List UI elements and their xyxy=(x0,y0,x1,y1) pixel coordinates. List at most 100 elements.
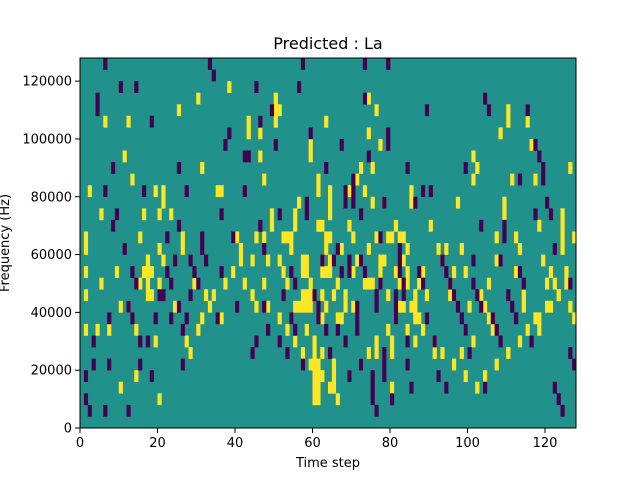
heatmap-cell-low xyxy=(421,277,426,290)
heatmap-cell-high xyxy=(238,243,244,255)
heatmap-cell-high xyxy=(258,127,263,140)
heatmap-cell-high xyxy=(475,381,480,394)
heatmap-cell-high xyxy=(564,266,569,278)
heatmap-cell-high xyxy=(99,208,104,221)
heatmap-cell-high xyxy=(157,208,162,221)
heatmap-cell-low xyxy=(483,381,488,394)
heatmap-cell-high xyxy=(390,381,395,394)
heatmap-cell-low xyxy=(219,266,224,278)
heatmap-cell-high xyxy=(405,277,410,290)
x-tick-label: 100 xyxy=(455,436,480,451)
heatmap-cell-low xyxy=(95,104,100,117)
heatmap-cell-high xyxy=(397,300,402,313)
heatmap-cell-high xyxy=(328,208,333,221)
heatmap-cell-low xyxy=(483,92,488,105)
heatmap-cell-low xyxy=(452,289,457,302)
heatmap-cell-low xyxy=(324,323,329,336)
heatmap-cell-low xyxy=(138,358,143,371)
heatmap-cell-low xyxy=(103,185,108,198)
heatmap-cell-low xyxy=(405,162,410,174)
heatmap-cell-high xyxy=(444,243,449,255)
heatmap-cell-low xyxy=(525,104,530,117)
heatmap-cell-high xyxy=(560,208,565,221)
heatmap-cell-low xyxy=(180,358,185,371)
heatmap-cell-high xyxy=(316,358,321,371)
heatmap-cell-high xyxy=(254,231,259,244)
heatmap-cell-high xyxy=(560,219,565,232)
heatmap-cell-high xyxy=(517,335,523,348)
heatmap-cell-high xyxy=(83,243,89,255)
heatmap-cell-high xyxy=(83,323,89,336)
heatmap-cell-high xyxy=(304,323,309,336)
heatmap-cell-high xyxy=(304,254,309,267)
heatmap-cell-high xyxy=(320,219,325,232)
heatmap-cell-high xyxy=(304,300,309,313)
heatmap-cell-high xyxy=(262,231,267,244)
heatmap-cell-high xyxy=(211,289,216,302)
heatmap-cell-low xyxy=(397,266,402,278)
heatmap-cell-low xyxy=(374,289,379,302)
heatmap-cell-low xyxy=(347,370,352,383)
heatmap-cell-high xyxy=(254,300,259,313)
heatmap-cell-high xyxy=(316,381,321,394)
heatmap-cell-low xyxy=(262,300,267,313)
heatmap-cell-high xyxy=(304,266,309,278)
heatmap-cell-high xyxy=(366,243,371,255)
heatmap-cell-high xyxy=(122,150,127,163)
heatmap-cell-high xyxy=(366,347,371,359)
heatmap-cell-low xyxy=(382,370,387,383)
heatmap-cell-low xyxy=(479,219,484,232)
heatmap-cell-high xyxy=(568,162,573,174)
heatmap-cell-high xyxy=(293,300,298,313)
heatmap-cell-high xyxy=(269,208,275,221)
heatmap-cell-high xyxy=(335,393,340,406)
heatmap-cell-high xyxy=(494,358,499,371)
heatmap-cell-low xyxy=(390,393,395,406)
heatmap-cell-low xyxy=(242,150,247,163)
heatmap-cell-high xyxy=(397,277,402,290)
heatmap-cell-high xyxy=(471,173,476,186)
heatmap-cell-high xyxy=(525,115,530,128)
heatmap-cell-low xyxy=(359,358,364,371)
heatmap-cell-high xyxy=(145,254,151,267)
heatmap-cell-high xyxy=(421,266,426,278)
heatmap-cell-high xyxy=(390,231,395,244)
heatmap-cell-high xyxy=(347,185,352,198)
heatmap-cell-low xyxy=(393,312,399,325)
heatmap-cell-high xyxy=(161,254,166,267)
heatmap-cell-high xyxy=(157,393,162,406)
heatmap-cell-low xyxy=(537,150,542,163)
heatmap-cell-high xyxy=(316,185,321,198)
heatmap-cell-high xyxy=(448,289,453,302)
heatmap-cell-high xyxy=(215,185,220,198)
heatmap-cell-low xyxy=(335,323,340,336)
heatmap-cell-high xyxy=(514,231,519,244)
heatmap-cell-low xyxy=(382,358,387,371)
heatmap-cell-low xyxy=(351,173,356,186)
heatmap-cell-low xyxy=(103,58,108,70)
heatmap-cell-low xyxy=(498,335,503,348)
heatmap-cell-low xyxy=(316,312,321,325)
heatmap-cell-low xyxy=(448,277,453,290)
heatmap-cell-low xyxy=(455,300,461,313)
heatmap-cell-low xyxy=(324,162,329,174)
heatmap-cell-low xyxy=(308,127,313,140)
y-tick-label: 120000 xyxy=(22,75,72,90)
heatmap-cell-high xyxy=(277,254,282,267)
heatmap-cell-low xyxy=(126,404,131,417)
heatmap-cell-high xyxy=(386,289,391,302)
heatmap-cell-high xyxy=(324,300,329,313)
heatmap-cell-low xyxy=(211,69,216,82)
heatmap-cell-low xyxy=(266,323,271,336)
heatmap-cell-low xyxy=(188,254,193,267)
heatmap-cell-high xyxy=(351,231,356,244)
heatmap-cell-high xyxy=(463,266,468,278)
y-axis: 0 20000 40000 60000 80000 100000 120000 xyxy=(22,75,80,437)
heatmap-cell-high xyxy=(548,266,554,278)
heatmap-cell-low xyxy=(475,289,480,302)
heatmap-cell-high xyxy=(320,370,325,383)
heatmap-cell-high xyxy=(176,104,182,117)
heatmap-cell-low xyxy=(486,104,492,117)
heatmap-cell-low xyxy=(293,323,298,336)
heatmap-cell-high xyxy=(378,254,383,267)
